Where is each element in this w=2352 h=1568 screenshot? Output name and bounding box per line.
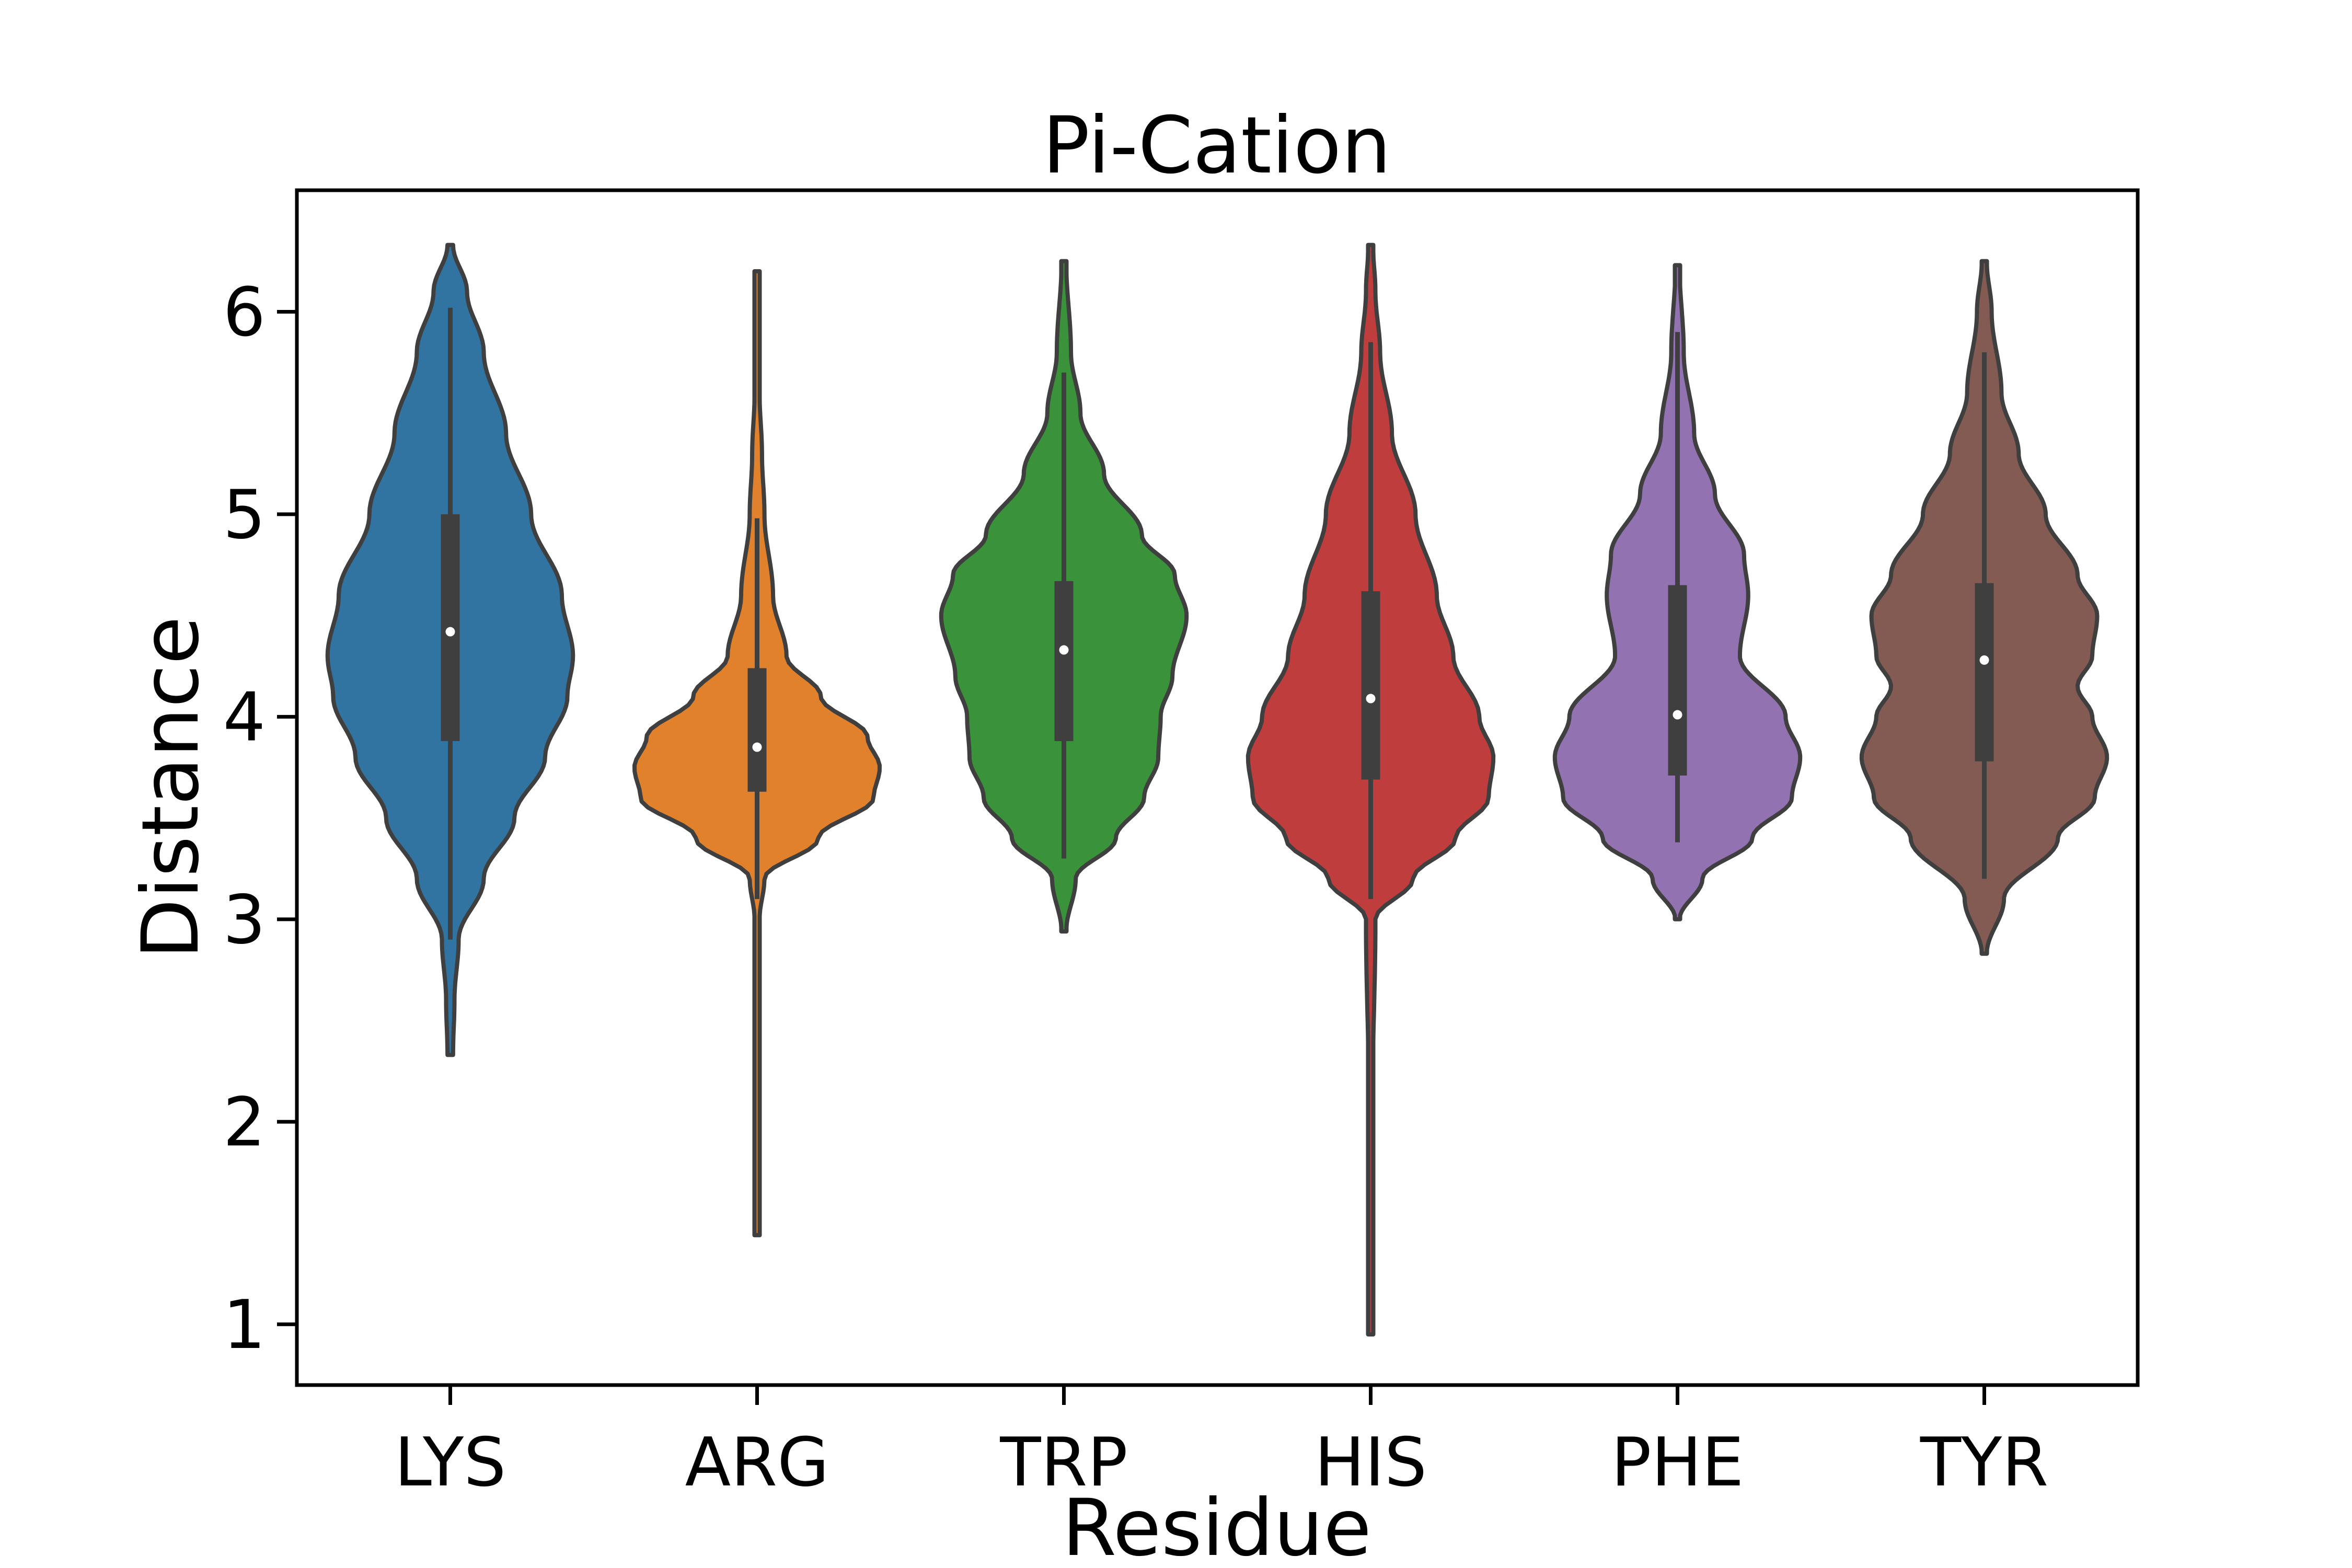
y-tick-label: 5 [223,476,266,554]
x-tick-label: HIS [1315,1424,1427,1502]
violin-lys [325,243,575,1057]
violin-median-dot [1366,694,1376,704]
y-tick-label: 6 [223,273,266,351]
x-axis: LYS ARG TRP HIS PHE TYR [395,1385,2048,1502]
x-tick-label: LYS [395,1424,506,1502]
chart-title: Pi-Cation [1043,100,1391,191]
violin-median-dot [1059,645,1069,655]
violin-tyr [1859,259,2109,956]
violin-trp [939,259,1189,934]
violin-iqr-box [1668,585,1687,776]
violin-iqr-box [1054,581,1074,741]
violin-iqr-box [1975,583,1994,762]
violin-median-dot [752,742,762,752]
violin-iqr-box [1361,591,1380,780]
violin-arg [632,269,882,1238]
x-tick-label: ARG [685,1424,829,1502]
plot-frame [295,188,2140,1387]
y-axis-title: Distance [125,616,216,959]
y-tick-label: 1 [223,1286,266,1364]
y-tick-label: 3 [223,881,266,959]
violin-median-dot [445,627,455,637]
violins-layer [325,243,2109,1337]
violin-iqr-box [747,668,767,792]
x-tick-label: TYR [1920,1424,2048,1502]
violin-phe [1552,263,1803,921]
x-tick-label: PHE [1611,1424,1744,1502]
y-tick-label: 2 [223,1083,266,1161]
x-axis-title: Residue [1062,1483,1371,1568]
y-axis: 1 2 3 4 5 6 [223,273,297,1364]
violin-his [1246,243,1496,1337]
violin-median-dot [1979,655,1989,665]
violin-median-dot [1673,710,1682,720]
y-tick-label: 4 [223,678,266,756]
x-tick-label: TRP [999,1424,1127,1502]
